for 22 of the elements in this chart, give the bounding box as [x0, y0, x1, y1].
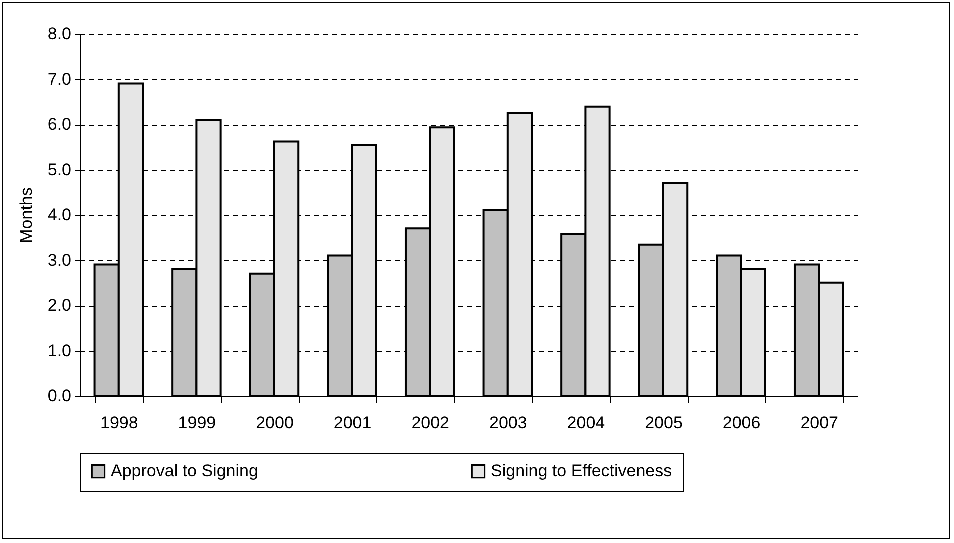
x-tick-label: 1999: [178, 414, 216, 432]
legend-label: Approval to Signing: [111, 462, 258, 481]
x-tick-label: 2005: [645, 414, 683, 432]
y-tick-label: 1.0: [48, 341, 72, 360]
x-tick-label: 2001: [334, 414, 372, 432]
x-tick-label: 2007: [800, 414, 839, 432]
y-tick-label: 8.0: [48, 24, 72, 44]
y-tick-label: 6.0: [48, 115, 72, 134]
x-tick-label: 2000: [256, 414, 294, 432]
y-tick-label: 5.0: [48, 160, 72, 180]
x-tick-label: 2002: [412, 414, 450, 432]
y-axis-title: Months: [16, 188, 36, 244]
x-tick-label: 2003: [489, 414, 528, 432]
legend-label: Signing to Effectiveness: [491, 462, 672, 481]
y-tick-label: 4.0: [48, 206, 72, 224]
x-tick-label: 2004: [567, 414, 606, 432]
y-tick-label: 7.0: [48, 70, 72, 89]
x-tick-label: 2006: [722, 414, 761, 432]
y-tick-label: 2.0: [48, 296, 72, 315]
x-tick-label: 1998: [100, 414, 138, 432]
y-tick-label: 0.0: [48, 386, 72, 406]
y-tick-label: 3.0: [48, 250, 72, 270]
